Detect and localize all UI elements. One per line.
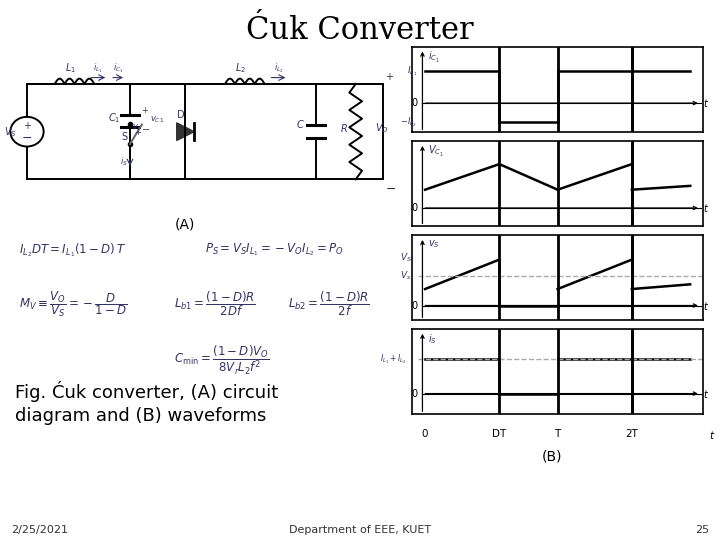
Text: $V_S$: $V_S$	[400, 251, 412, 264]
Text: 0: 0	[411, 300, 417, 310]
Text: $V_s$: $V_s$	[400, 270, 412, 282]
Text: S: S	[121, 132, 127, 143]
Text: (A): (A)	[175, 218, 196, 232]
Text: 0: 0	[411, 389, 417, 399]
Text: $L_{b2} = \dfrac{(1-D)R}{2f}$: $L_{b2} = \dfrac{(1-D)R}{2f}$	[288, 289, 370, 318]
Text: $i_S$: $i_S$	[120, 156, 128, 168]
Text: D: D	[178, 110, 185, 120]
Text: $P_S = V_S I_{L_1} = -V_O I_{L_2} = P_O$: $P_S = V_S I_{L_1} = -V_O I_{L_2} = P_O$	[205, 241, 344, 258]
Text: −: −	[22, 132, 32, 145]
Text: 2/25/2021: 2/25/2021	[11, 524, 68, 535]
Text: $i_S$: $i_S$	[428, 332, 436, 346]
Text: $V_O$: $V_O$	[376, 122, 390, 136]
Text: $L_1$: $L_1$	[65, 62, 76, 76]
Text: $C$: $C$	[297, 118, 305, 130]
Text: $t$: $t$	[703, 97, 710, 109]
Text: $+$: $+$	[134, 127, 142, 137]
Text: $i_{L_1}$: $i_{L_1}$	[94, 62, 103, 75]
Text: 0: 0	[411, 203, 417, 213]
Text: 0: 0	[422, 429, 428, 440]
Text: Department of EEE, KUET: Department of EEE, KUET	[289, 524, 431, 535]
Text: $t$: $t$	[703, 202, 710, 214]
Text: T: T	[554, 429, 561, 440]
Text: $V_{C_1}$: $V_{C_1}$	[428, 144, 444, 159]
Text: $i_{L_2}$: $i_{L_2}$	[274, 62, 284, 75]
Text: $L_{b1} = \dfrac{(1-D)R}{2Df}$: $L_{b1} = \dfrac{(1-D)R}{2Df}$	[174, 289, 255, 318]
Text: $-$: $-$	[385, 182, 397, 195]
Text: $t$: $t$	[703, 300, 710, 312]
Text: $-$: $-$	[141, 123, 150, 133]
Text: $-I_{L_2}$: $-I_{L_2}$	[400, 115, 417, 129]
Text: $v_S$: $v_S$	[428, 238, 440, 249]
Text: $V_S$: $V_S$	[4, 125, 17, 139]
Text: $+$: $+$	[141, 105, 149, 115]
Text: $L_2$: $L_2$	[235, 62, 246, 76]
Text: $i_{C_1}$: $i_{C_1}$	[428, 50, 440, 65]
Text: $v_s$: $v_s$	[132, 122, 142, 133]
Text: $v_{C1}$: $v_{C1}$	[150, 114, 164, 125]
Text: $t$: $t$	[703, 388, 710, 400]
Text: Fig. Ćuk converter, (A) circuit: Fig. Ćuk converter, (A) circuit	[15, 381, 279, 402]
Text: $i_{C_1}$: $i_{C_1}$	[113, 62, 123, 75]
Polygon shape	[176, 123, 194, 140]
Text: $I_{L_2}DT = I_{L_1}(1-D)\,T$: $I_{L_2}DT = I_{L_1}(1-D)\,T$	[19, 241, 126, 259]
Text: DT: DT	[492, 429, 506, 440]
Text: 25: 25	[695, 524, 709, 535]
Text: (B): (B)	[541, 449, 562, 463]
Text: diagram and (B) waveforms: diagram and (B) waveforms	[15, 407, 266, 424]
Text: 0: 0	[411, 98, 417, 108]
Text: $+$: $+$	[385, 71, 395, 83]
Text: $C_1$: $C_1$	[108, 111, 120, 125]
Text: $R$: $R$	[340, 122, 348, 134]
Text: 2T: 2T	[626, 429, 639, 440]
Text: $C_{\min} = \dfrac{(1-D)V_O}{8V_r L_2 f^2}$: $C_{\min} = \dfrac{(1-D)V_O}{8V_r L_2 f^…	[174, 344, 269, 377]
Text: $I_{L_1}$: $I_{L_1}$	[407, 64, 417, 78]
Text: $t$: $t$	[708, 429, 715, 441]
Text: Ćuk Converter: Ćuk Converter	[246, 15, 474, 46]
Text: +: +	[23, 122, 31, 131]
Text: $I_{L_1}+I_{L_2}$: $I_{L_1}+I_{L_2}$	[380, 353, 407, 366]
Text: $M_V \equiv \dfrac{V_O}{V_S} = -\dfrac{D}{1-D}$: $M_V \equiv \dfrac{V_O}{V_S} = -\dfrac{D…	[19, 289, 127, 319]
